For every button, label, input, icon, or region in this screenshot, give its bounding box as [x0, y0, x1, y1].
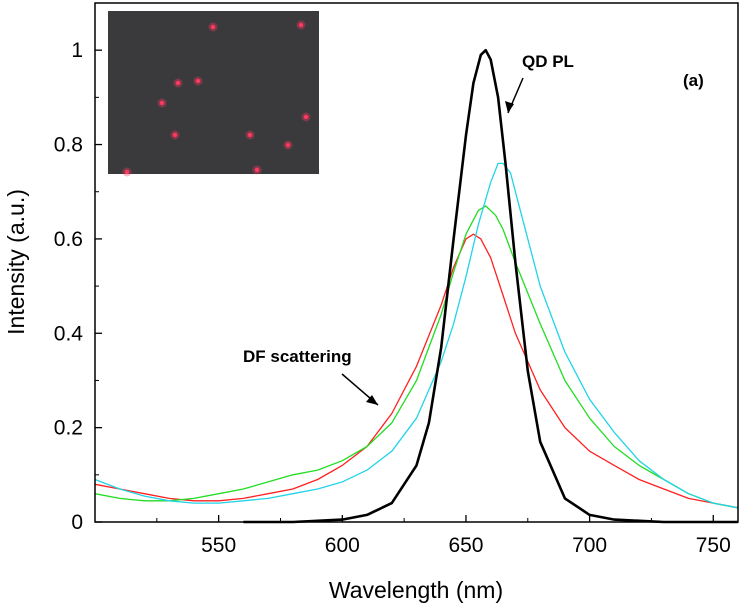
- panel-label: (a): [683, 71, 704, 90]
- inset-spot: [195, 78, 201, 84]
- x-tick-label-1: 600: [325, 534, 360, 557]
- y-axis-title: Intensity (a.u.): [3, 189, 29, 335]
- annotation-df-scattering: DF scattering: [243, 347, 352, 366]
- y-tick-label-5: 1: [71, 39, 83, 62]
- inset-spot: [247, 132, 253, 138]
- inset-spot: [175, 80, 181, 86]
- plot-frame: [94, 2, 739, 523]
- inset-spot: [303, 114, 309, 120]
- y-tick-label-3: 0.6: [54, 228, 83, 251]
- y-tick-label-2: 0.4: [54, 322, 84, 345]
- series-layer: [94, 48, 739, 524]
- inset-background: [108, 11, 319, 174]
- x-tick-label-2: 650: [448, 534, 483, 557]
- annotations: QD PL DF scattering (a): [243, 52, 704, 406]
- x-tick-label-4: 750: [696, 534, 731, 557]
- inset-spot: [124, 169, 130, 175]
- inset-spot: [285, 142, 291, 148]
- y-tick-label-4: 0.8: [54, 134, 83, 157]
- inset-spot: [159, 100, 165, 106]
- y-axis-ticks: 0 0.2 0.4 0.6 0.8 1: [54, 39, 102, 534]
- inset-spots: [122, 20, 311, 177]
- series-line-3: [94, 162, 739, 509]
- series-line-1: [94, 233, 739, 509]
- y-tick-label-1: 0.2: [54, 417, 83, 440]
- y-tick-label-0: 0: [71, 511, 83, 534]
- x-tick-label-3: 700: [572, 534, 607, 557]
- x-tick-label-0: 550: [201, 534, 236, 557]
- inset-spot: [254, 167, 260, 173]
- inset-spot: [172, 132, 178, 138]
- annotation-qd-pl-arrowhead: [505, 101, 514, 113]
- annotation-df-arrowhead: [366, 395, 378, 405]
- x-axis-ticks: 550 600 650 700 750: [156, 515, 731, 557]
- annotation-qd-pl: QD PL: [522, 52, 574, 71]
- inset-spot: [210, 24, 216, 30]
- x-axis-title: Wavelength (nm): [329, 577, 503, 603]
- inset-darkfield-image: [108, 11, 319, 177]
- series-line-0: [243, 48, 738, 524]
- inset-spot: [298, 22, 304, 28]
- series-line-2: [94, 205, 739, 509]
